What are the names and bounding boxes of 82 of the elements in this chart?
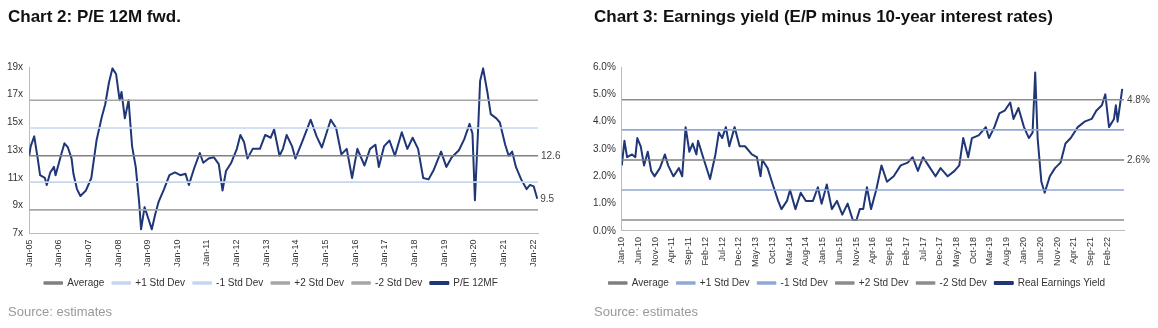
legend-label: +1 Std Dev [135,276,186,288]
x-tick-label: Jan-10 [171,239,182,268]
x-tick-label: Jul-17 [917,236,928,262]
legend-label: +1 Std Dev [699,276,750,288]
annotation: 4.8% [1127,93,1150,105]
y-tick-label: 4.0% [593,115,616,127]
legend-label: Average [67,276,105,288]
annotation: 2.6% [1127,153,1150,165]
x-tick-label: Jan-12 [231,239,242,268]
x-tick-label: May-18 [951,236,962,268]
source-note: Source: estimates [8,304,113,319]
y-tick-label: 1.0% [593,197,616,209]
legend-label: -1 Std Dev [216,276,264,288]
x-tick-label: Oct-13 [766,236,777,265]
y-tick-label: 11x [7,171,24,183]
x-tick-label: Jan-17 [379,239,390,268]
x-tick-label: Dec-17 [934,236,945,267]
x-tick-label: Jan-07 [82,239,93,268]
chart-title: Chart 2: P/E 12M fwd. [8,6,182,28]
x-tick-label: Aug-19 [1001,236,1012,267]
x-tick-label: Jan-16 [349,239,360,268]
y-tick-label: 17x [7,88,24,100]
y-tick-label: 3.0% [593,142,616,154]
x-tick-label: Feb-17 [901,236,912,266]
x-tick-label: Jan-10 [616,236,627,265]
x-tick-label: Sep-16 [884,236,895,267]
y-tick-label: 6.0% [593,60,616,72]
x-tick-label: Apr-21 [1068,236,1079,265]
x-tick-label: Nov-15 [850,236,861,267]
x-tick-label: Nov-10 [649,236,660,267]
legend-label: Real Earnings Yield [1017,276,1106,288]
x-tick-label: Apr-16 [867,236,878,265]
x-tick-label: Jan-19 [438,239,449,268]
x-tick-label: Jul-12 [716,236,727,262]
x-tick-label: Sep-21 [1085,236,1096,267]
x-tick-label: Jan-22 [527,239,538,268]
x-tick-label: Jan-20 [468,239,479,268]
x-tick-label: Jan-21 [498,239,509,268]
x-tick-label: Oct-18 [967,236,978,265]
y-tick-label: 13x [7,143,24,155]
x-tick-label: Jun-20 [1034,236,1045,265]
x-tick-label: Dec-12 [733,236,744,267]
legend-label: -2 Std Dev [375,276,423,288]
chart-title: Chart 3: Earnings yield (E/P minus 10-year interest rates) [594,6,1054,28]
y-tick-label: 19x [7,60,24,72]
y-tick-label: 7x [12,227,24,239]
y-tick-label: 15x [7,116,24,128]
legend-label: Average [631,276,670,288]
x-tick-label: Jan-14 [290,239,301,268]
legend-label: +2 Std Dev [294,276,345,288]
x-tick-label: Jun-10 [632,236,643,265]
x-tick-label: Jan-15 [817,236,828,265]
y-tick-label: 2.0% [593,170,616,182]
legend-label: -2 Std Dev [939,276,987,288]
y-tick-label: 0.0% [593,224,616,236]
x-tick-label: Jan-18 [409,239,420,268]
x-tick-label: Jan-05 [23,239,34,268]
x-tick-label: Sep-11 [683,236,694,266]
x-tick-label: Jan-13 [260,239,271,268]
legend-label: P/E 12MF [453,276,498,288]
x-tick-label: Nov-20 [1051,236,1062,267]
x-tick-label: Mar-14 [783,236,794,266]
x-tick-label: Mar-19 [984,236,995,266]
y-tick-label: 5.0% [593,88,616,100]
x-tick-label: Feb-22 [1101,236,1112,266]
annotation: 9.5 [540,192,555,204]
x-tick-label: Aug-14 [800,236,811,267]
x-tick-label: Jun-15 [833,236,844,265]
legend-label: -1 Std Dev [780,276,828,288]
x-tick-label: Feb-12 [700,236,711,266]
x-tick-label: May-13 [750,236,761,268]
annotation: 12.6 [541,149,561,161]
x-tick-label: Jan-15 [320,239,331,268]
x-tick-label: Jan-11 [201,239,212,267]
x-tick-label: Jan-09 [142,239,153,268]
x-tick-label: Jan-08 [112,239,123,268]
legend-label: +2 Std Dev [858,276,909,288]
x-tick-label: Jan-06 [53,239,64,268]
x-tick-label: Jan-20 [1018,236,1029,265]
y-tick-label: 9x [12,199,24,211]
source-note: Source: estimates [594,304,699,319]
x-tick-label: Apr-11 [666,236,677,264]
